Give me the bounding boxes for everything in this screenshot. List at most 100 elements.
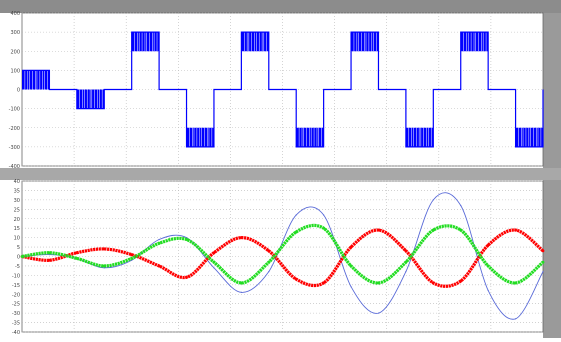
- data-point: [322, 281, 326, 285]
- data-point: [158, 238, 160, 241]
- data-point: [460, 204, 462, 207]
- y-tick-label: -10: [12, 273, 20, 279]
- data-point: [542, 271, 544, 273]
- data-point: [431, 228, 435, 232]
- series-line: [21, 223, 545, 285]
- data-point: [377, 228, 380, 232]
- y-tick-label: 200: [10, 49, 20, 55]
- data-point: [267, 260, 271, 264]
- series-line: [21, 228, 545, 288]
- data-point: [514, 228, 517, 232]
- data-point: [350, 286, 352, 288]
- top-axes: 400 300 200 100 0 -100 -200 -300 -400: [9, 11, 544, 170]
- y-tick-label: 25: [14, 207, 20, 213]
- y-tick-label: 10: [14, 236, 20, 242]
- data-point: [404, 260, 408, 264]
- data-point: [130, 253, 134, 257]
- y-tick-label: 400: [10, 11, 20, 17]
- data-point: [377, 281, 380, 285]
- data-point: [212, 260, 216, 264]
- data-point: [514, 318, 517, 320]
- pwm-band: [241, 32, 269, 52]
- data-point: [294, 277, 298, 281]
- y-tick-label: -35: [12, 321, 20, 327]
- data-point: [487, 289, 489, 292]
- y-tick-label: -20: [12, 292, 20, 298]
- data-point: [432, 199, 434, 201]
- y-tick-label: 40: [14, 179, 20, 185]
- data-point: [185, 238, 188, 241]
- data-point: [102, 264, 106, 268]
- data-point: [213, 267, 215, 269]
- y-tick-label: 5: [17, 245, 20, 251]
- data-point: [486, 264, 490, 268]
- y-tick-label: 0: [17, 88, 20, 94]
- y-tick-label: -100: [9, 107, 20, 113]
- data-point: [459, 228, 463, 232]
- data-point: [75, 251, 79, 255]
- data-point: [48, 251, 51, 255]
- data-point: [431, 281, 435, 285]
- y-tick-label: -5: [15, 264, 20, 270]
- data-point: [404, 249, 408, 253]
- pwm-band: [405, 127, 434, 147]
- data-point: [240, 291, 242, 293]
- data-point: [239, 236, 243, 240]
- pwm-band: [351, 32, 379, 52]
- data-point: [157, 264, 161, 268]
- y-tick-label: -30: [12, 311, 20, 317]
- data-point: [514, 281, 517, 285]
- data-point: [405, 271, 407, 273]
- pwm-band: [296, 127, 324, 147]
- series-3: [20, 223, 545, 285]
- data-point: [541, 260, 545, 264]
- data-point: [322, 226, 326, 230]
- series-line: [22, 31, 544, 148]
- y-tick-label: 300: [10, 30, 20, 36]
- data-point: [377, 312, 380, 314]
- y-tick-label: -300: [9, 145, 20, 151]
- y-tick-label: 30: [14, 198, 20, 204]
- y-tick-label: 0: [17, 255, 20, 261]
- y-tick-label: 20: [14, 217, 20, 223]
- data-point: [48, 258, 51, 262]
- pwm-band: [186, 127, 214, 147]
- data-point: [349, 245, 353, 249]
- pwm-band: [76, 89, 105, 109]
- data-point: [130, 256, 134, 260]
- y-tick-label: -40: [12, 330, 20, 336]
- data-point: [295, 214, 297, 216]
- data-point: [541, 249, 545, 253]
- y-tick-label: -200: [9, 126, 20, 132]
- data-point: [459, 279, 463, 283]
- data-point: [267, 249, 271, 253]
- pwm-band: [22, 70, 50, 90]
- pwm-band: [515, 127, 543, 147]
- y-tick-label: -400: [9, 164, 20, 170]
- panel-separator: [0, 168, 561, 180]
- top-header-strip: [0, 0, 561, 13]
- data-point: [239, 281, 243, 285]
- data-point: [157, 241, 161, 245]
- y-tick-label: -25: [12, 302, 20, 308]
- data-point: [212, 251, 216, 255]
- data-point: [102, 247, 106, 251]
- data-point: [349, 264, 353, 268]
- pwm-band: [460, 32, 489, 52]
- bottom-axes: 40 35 30 25 20 15 10 5 0 -5 -10 -15 -20 -25 -30 -35 -40: [12, 179, 545, 336]
- data-point: [75, 256, 79, 260]
- y-tick-label: 15: [14, 226, 20, 232]
- y-tick-label: 100: [10, 68, 20, 74]
- data-point: [323, 214, 325, 216]
- y-tick-label: -15: [12, 283, 20, 289]
- data-point: [294, 230, 298, 234]
- pwm-band: [131, 32, 160, 52]
- data-point: [486, 243, 490, 247]
- y-tick-label: 35: [14, 188, 20, 194]
- series-1: [22, 31, 544, 148]
- data-point: [268, 271, 270, 273]
- data-point: [185, 275, 188, 279]
- data-point: [20, 255, 24, 258]
